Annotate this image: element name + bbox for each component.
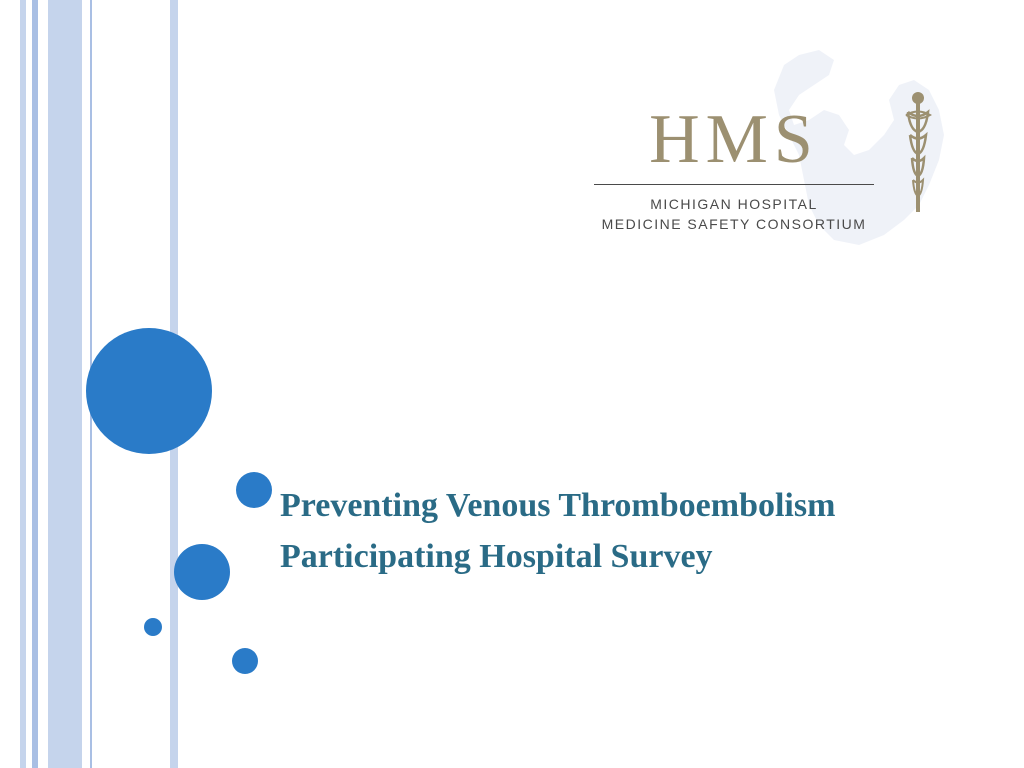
logo-hms-text: HMS bbox=[584, 100, 884, 180]
slide-container: HMS MICHIGAN HOSPITAL MEDICINE SAFETY CO… bbox=[0, 0, 1024, 768]
decor-circle-2 bbox=[236, 472, 272, 508]
decor-circle-5 bbox=[232, 648, 258, 674]
title-line-2: Participating Hospital Survey bbox=[280, 531, 835, 582]
stripe-2 bbox=[32, 0, 38, 768]
title-block: Preventing Venous Thromboembolism Partic… bbox=[280, 480, 835, 582]
logo-area: HMS MICHIGAN HOSPITAL MEDICINE SAFETY CO… bbox=[544, 40, 964, 240]
stripe-1 bbox=[20, 0, 26, 768]
decor-circle-4 bbox=[144, 618, 162, 636]
caduceus-icon bbox=[902, 90, 934, 220]
logo-subtitle-2: MEDICINE SAFETY CONSORTIUM bbox=[584, 215, 884, 235]
decor-circle-3 bbox=[174, 544, 230, 600]
logo-subtitle-1: MICHIGAN HOSPITAL bbox=[584, 195, 884, 215]
logo-text-block: HMS MICHIGAN HOSPITAL MEDICINE SAFETY CO… bbox=[584, 100, 884, 234]
stripe-3 bbox=[48, 0, 82, 768]
logo-divider bbox=[594, 184, 874, 185]
title-line-1: Preventing Venous Thromboembolism bbox=[280, 480, 835, 531]
decor-circle-1 bbox=[86, 328, 212, 454]
